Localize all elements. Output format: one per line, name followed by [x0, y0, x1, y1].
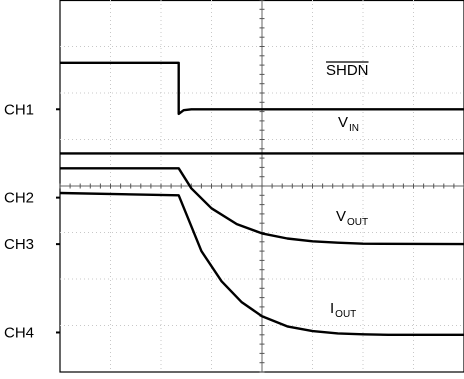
trace-label-iout: IOUT — [330, 300, 356, 320]
channel-label-ch1: CH1 — [4, 101, 34, 118]
channel-label-ch3: CH3 — [4, 236, 34, 253]
trace-vout — [60, 167, 464, 246]
channel-labels: CH1 CH2 CH3 CH4 — [4, 101, 60, 341]
trace-label-shdn: SHDN — [326, 62, 369, 79]
grid — [59, 0, 464, 373]
channel-label-ch4: CH4 — [4, 324, 34, 341]
trace-labels: SHDN VIN VOUT IOUT — [326, 61, 369, 320]
trace-label-vin: VIN — [338, 114, 359, 134]
channel-label-ch2: CH2 — [4, 190, 34, 207]
traces — [59, 61, 464, 336]
trace-label-vout: VOUT — [336, 208, 368, 228]
trace-shdn — [60, 61, 464, 116]
trace-iout — [59, 191, 464, 336]
